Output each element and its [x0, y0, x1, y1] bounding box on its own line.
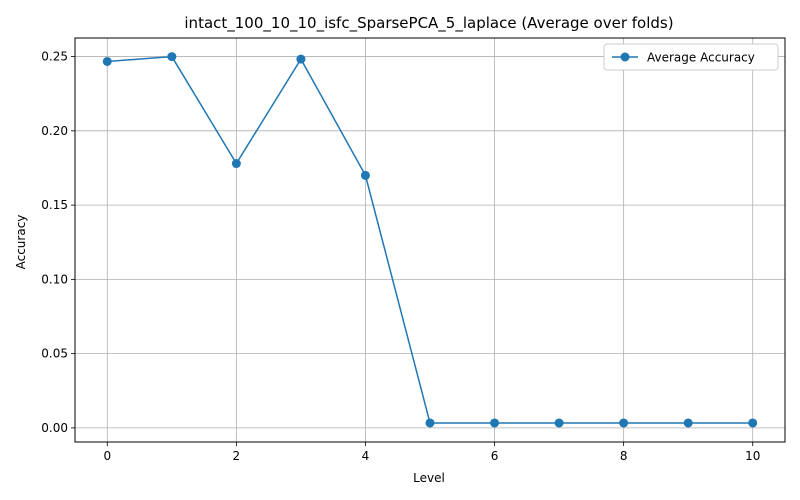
- data-point: [554, 418, 564, 428]
- data-point: [296, 54, 306, 64]
- series-layer: [102, 52, 758, 428]
- data-point: [683, 418, 693, 428]
- data-point: [490, 418, 500, 428]
- legend-marker-icon: [620, 52, 630, 62]
- x-tick-label: 2: [233, 449, 241, 463]
- x-tick-label: 8: [620, 449, 628, 463]
- data-point: [619, 418, 629, 428]
- data-point: [231, 159, 241, 169]
- y-axis-label: Accuracy: [14, 215, 28, 270]
- y-tick-label: 0.25: [41, 50, 68, 64]
- data-point: [748, 418, 758, 428]
- grid: [75, 38, 785, 442]
- x-tick-label: 4: [362, 449, 370, 463]
- data-point: [167, 52, 177, 62]
- x-tick-label: 6: [491, 449, 499, 463]
- data-point: [102, 56, 112, 66]
- data-point: [425, 418, 435, 428]
- y-tick-label: 0.20: [41, 124, 68, 138]
- legend-label: Average Accuracy: [647, 51, 755, 65]
- legend-box: [603, 43, 779, 71]
- y-tick-label: 0.10: [41, 272, 68, 286]
- legend: Average Accuracy: [603, 43, 779, 71]
- y-tick-label: 0.05: [41, 347, 68, 361]
- x-axis-label: Level: [413, 471, 445, 485]
- x-tick-label: 0: [103, 449, 111, 463]
- plot-frame: [74, 37, 786, 443]
- chart-title: intact_100_10_10_isfc_SparsePCA_5_laplac…: [184, 14, 673, 33]
- series-line: [107, 55, 753, 424]
- data-point: [360, 170, 370, 180]
- x-tick-label: 10: [745, 449, 760, 463]
- y-tick-label: 0.00: [41, 421, 68, 435]
- axis-ticks: 0 2 4 6 8 10 0.00 0.05 0.10 0.15 0.20 0.25: [41, 50, 760, 463]
- y-tick-label: 0.15: [41, 198, 68, 212]
